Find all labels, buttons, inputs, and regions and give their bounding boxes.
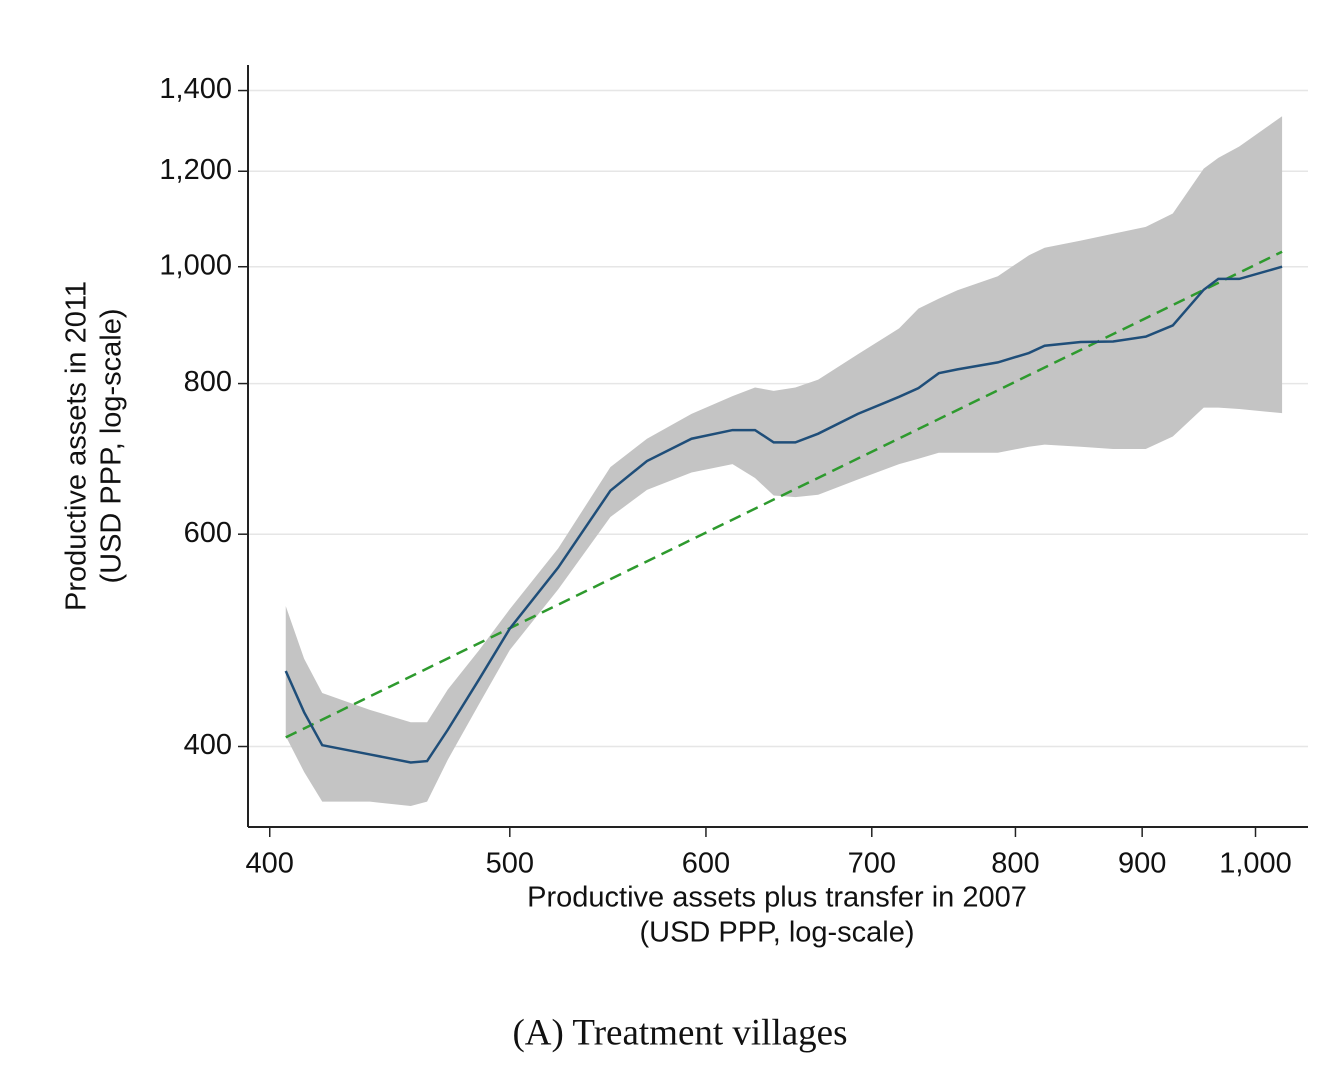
confidence-band (285, 116, 1283, 807)
y-tick-label: 600 (184, 517, 232, 549)
y-tick-label: 1,400 (159, 73, 232, 105)
y-tick-label: 1,200 (159, 154, 232, 186)
x-axis-label: (USD PPP, log-scale) (639, 917, 914, 949)
y-tick-label: 400 (184, 729, 232, 761)
x-tick-label: 400 (246, 848, 294, 880)
x-tick-label: 600 (682, 848, 730, 880)
y-tick-label: 1,000 (159, 249, 232, 281)
x-tick-label: 900 (1118, 848, 1166, 880)
y-axis-label: (USD PPP, log-scale) (96, 308, 128, 583)
data-line (284, 265, 1283, 764)
y-tick-label: 800 (184, 366, 232, 398)
x-tick-label: 500 (486, 848, 534, 880)
x-tick-label: 800 (991, 848, 1039, 880)
fit-line (285, 250, 1283, 739)
x-tick-label: 700 (848, 848, 896, 880)
x-axis-label: Productive assets plus transfer in 2007 (527, 882, 1027, 914)
caption: (A) Treatment villages (512, 1012, 847, 1053)
y-axis-label: Productive assets in 2011 (61, 281, 93, 611)
x-tick-label: 1,000 (1219, 848, 1292, 880)
